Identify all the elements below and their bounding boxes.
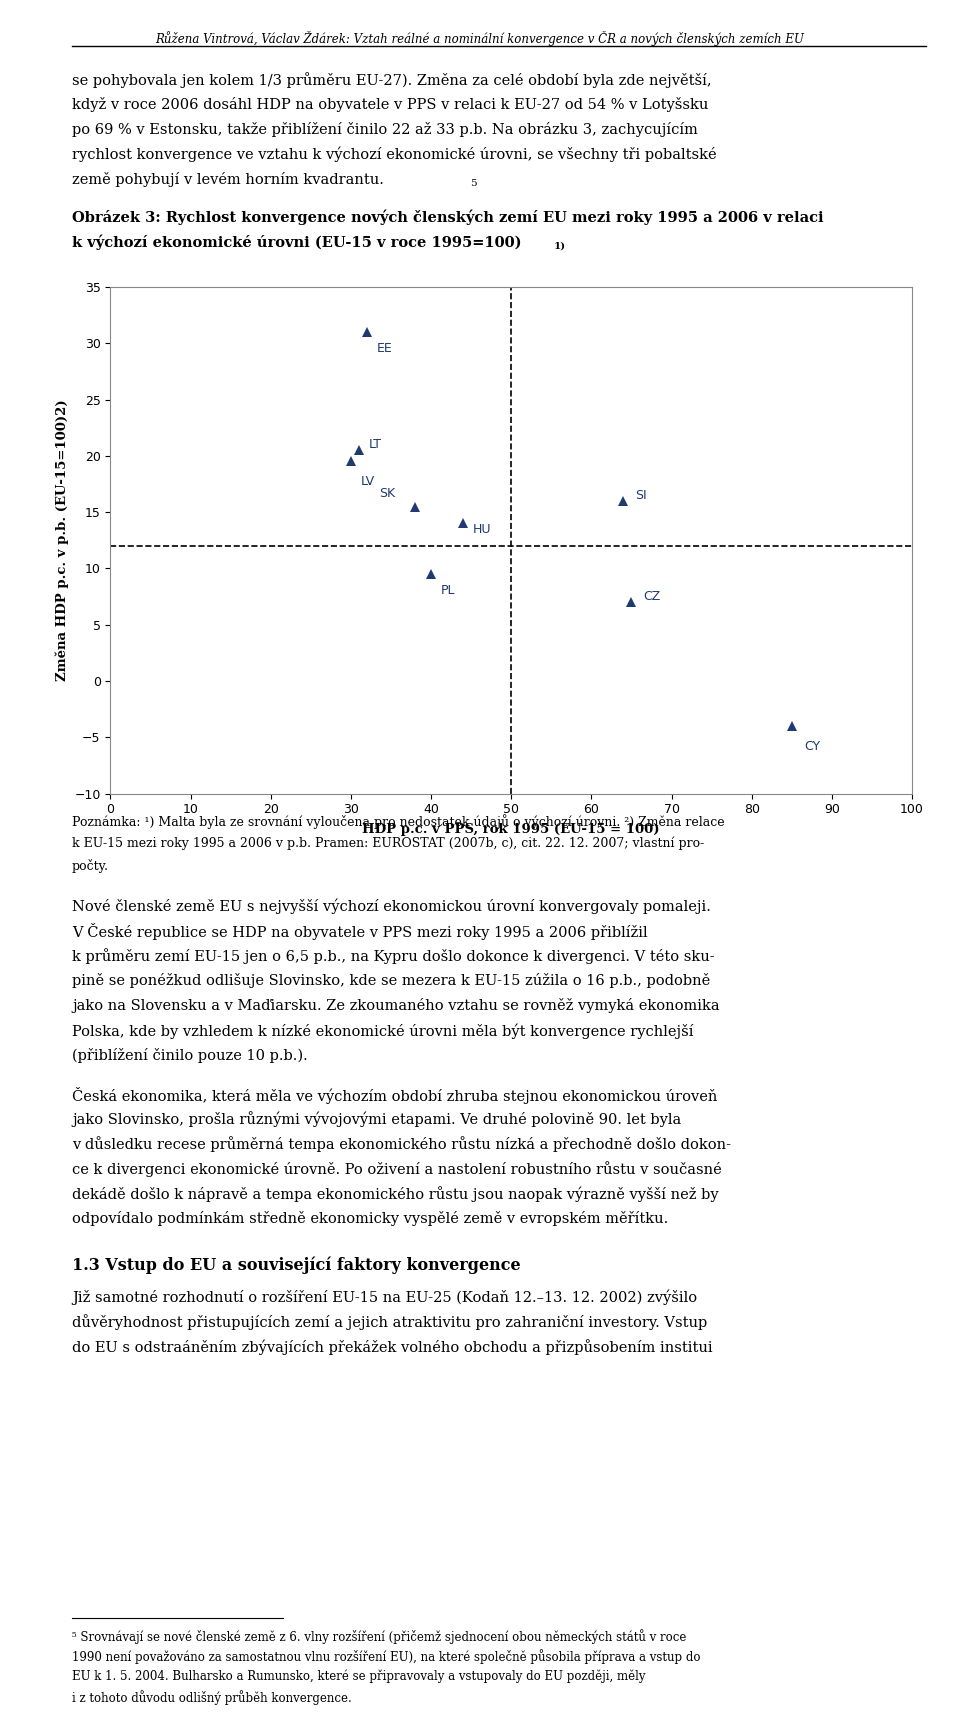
Text: jako na Slovensku a v Maďiarsku. Ze zkoumaného vztahu se rovněž vymyká ekonomika: jako na Slovensku a v Maďiarsku. Ze zkou… xyxy=(72,998,720,1014)
Text: počty.: počty. xyxy=(72,859,109,873)
Text: Obrázek 3: Rychlost konvergence nových členských zemí EU mezi roky 1995 a 2006 v: Obrázek 3: Rychlost konvergence nových č… xyxy=(72,210,824,225)
Text: LT: LT xyxy=(369,438,381,452)
Text: Česká ekonomika, která měla ve výchozím období zhruba stejnou ekonomickou úroveň: Česká ekonomika, která měla ve výchozím … xyxy=(72,1087,717,1103)
Y-axis label: Změna HDP p.c. v p.b. (EU-15=100)2): Změna HDP p.c. v p.b. (EU-15=100)2) xyxy=(56,400,69,680)
Text: 1): 1) xyxy=(554,241,566,251)
Text: 1.3 Vstup do EU a související faktory konvergence: 1.3 Vstup do EU a související faktory ko… xyxy=(72,1258,520,1275)
Text: rychlost konvergence ve vztahu k výchozí ekonomické úrovni, se všechny tři pobal: rychlost konvergence ve vztahu k výchozí… xyxy=(72,146,716,163)
Text: k průměru zemí EU-15 jen o 6,5 p.b., na Kypru došlo dokonce k divergenci. V této: k průměru zemí EU-15 jen o 6,5 p.b., na … xyxy=(72,948,714,964)
Text: když v roce 2006 dosáhl HDP na obyvatele v PPS v relaci k EU-27 od 54 % v Lotyšs: když v roce 2006 dosáhl HDP na obyvatele… xyxy=(72,96,708,112)
Text: (přiblížení činilo pouze 10 p.b.).: (přiblížení činilo pouze 10 p.b.). xyxy=(72,1048,308,1063)
Text: CZ: CZ xyxy=(643,589,660,603)
Text: se pohybovala jen kolem 1/3 průměru EU-27). Změna za celé období byla zde největ: se pohybovala jen kolem 1/3 průměru EU-2… xyxy=(72,72,711,88)
Text: PL: PL xyxy=(441,584,455,598)
Text: odpovídalo podmínkám středně ekonomicky vyspělé země v evropském měřítku.: odpovídalo podmínkám středně ekonomicky … xyxy=(72,1211,668,1227)
Text: EU k 1. 5. 2004. Bulharsko a Rumunsko, které se připravovaly a vstupovaly do EU : EU k 1. 5. 2004. Bulharsko a Rumunsko, k… xyxy=(72,1670,645,1684)
Text: LV: LV xyxy=(361,476,374,488)
Text: i z tohoto důvodu odlišný průběh konvergence.: i z tohoto důvodu odlišný průběh konverg… xyxy=(72,1691,351,1706)
Text: důvěryhodnost přistupujících zemí a jejich atraktivitu pro zahraniční investory.: důvěryhodnost přistupujících zemí a jeji… xyxy=(72,1314,708,1330)
Text: Nové členské země EU s nejvyšší výchozí ekonomickou úrovní konvergovaly pomaleji: Nové členské země EU s nejvyšší výchozí … xyxy=(72,899,710,914)
Text: k EU-15 mezi roky 1995 a 2006 v p.b. Pramen: EUROSTAT (2007b, c), cit. 22. 12. 2: k EU-15 mezi roky 1995 a 2006 v p.b. Pra… xyxy=(72,837,705,850)
Text: SK: SK xyxy=(379,486,396,500)
Text: HU: HU xyxy=(472,522,492,536)
Text: CY: CY xyxy=(804,740,820,752)
Text: V České republice se HDP na obyvatele v PPS mezi roky 1995 a 2006 přiblížil: V České republice se HDP na obyvatele v … xyxy=(72,924,648,940)
Text: EE: EE xyxy=(376,342,393,356)
Text: 1990 není považováno za samostatnou vlnu rozšíření EU), na které společně působi: 1990 není považováno za samostatnou vlnu… xyxy=(72,1649,701,1665)
Text: Poznámka: ¹) Malta byla ze srovnání vyloučena pro nedostatek údajů o výchozí úro: Poznámka: ¹) Malta byla ze srovnání vylo… xyxy=(72,814,725,830)
Text: Růžena Vintrová, Václav Ždárek: Vztah reálné a nominální konvergence v ČR a nový: Růžena Vintrová, Václav Ždárek: Vztah re… xyxy=(156,31,804,46)
Text: ⁵ Srovnávají se nové členské země z 6. vlny rozšíření (přičemž sjednocení obou n: ⁵ Srovnávají se nové členské země z 6. v… xyxy=(72,1629,686,1644)
Text: k výchozí ekonomické úrovni (EU-15 v roce 1995=100): k výchozí ekonomické úrovni (EU-15 v roc… xyxy=(72,234,521,251)
Text: v důsledku recese průměrná tempa ekonomického růstu nízká a přechodně došlo doko: v důsledku recese průměrná tempa ekonomi… xyxy=(72,1137,731,1153)
Text: jako Slovinsko, prošla různými vývojovými etapami. Ve druhé polovině 90. let byl: jako Slovinsko, prošla různými vývojovým… xyxy=(72,1112,682,1127)
Text: po 69 % v Estonsku, takže přiblížení činilo 22 až 33 p.b. Na obrázku 3, zachycuj: po 69 % v Estonsku, takže přiblížení čin… xyxy=(72,122,698,137)
X-axis label: HDP p.c. v PPS, rok 1995 (EU-15 = 100): HDP p.c. v PPS, rok 1995 (EU-15 = 100) xyxy=(363,823,660,837)
Text: SI: SI xyxy=(636,488,647,502)
Text: do EU s odstraáněním zbývajících překážek volného obchodu a přizpůsobením instit: do EU s odstraáněním zbývajících překáže… xyxy=(72,1338,712,1356)
Text: Polska, kde by vzhledem k nízké ekonomické úrovni měla být konvergence rychlejší: Polska, kde by vzhledem k nízké ekonomic… xyxy=(72,1024,693,1039)
Text: ce k divergenci ekonomické úrovně. Po oživení a nastolení robustního růstu v sou: ce k divergenci ekonomické úrovně. Po ož… xyxy=(72,1161,722,1177)
Text: Již samotné rozhodnutí o rozšíření EU-15 na EU-25 (Kodaň 12.–13. 12. 2002) zvýši: Již samotné rozhodnutí o rozšíření EU-15… xyxy=(72,1288,697,1304)
Text: země pohybují v levém horním kvadrantu.: země pohybují v levém horním kvadrantu. xyxy=(72,172,384,187)
Text: pině se ponéžkud odlišuje Slovinsko, kde se mezera k EU-15 zúžila o 16 p.b., pod: pině se ponéžkud odlišuje Slovinsko, kde… xyxy=(72,972,710,988)
Text: dekádě došlo k nápravě a tempa ekonomického růstu jsou naopak výrazně vyšší než : dekádě došlo k nápravě a tempa ekonomick… xyxy=(72,1187,719,1203)
Text: 5: 5 xyxy=(470,179,477,187)
